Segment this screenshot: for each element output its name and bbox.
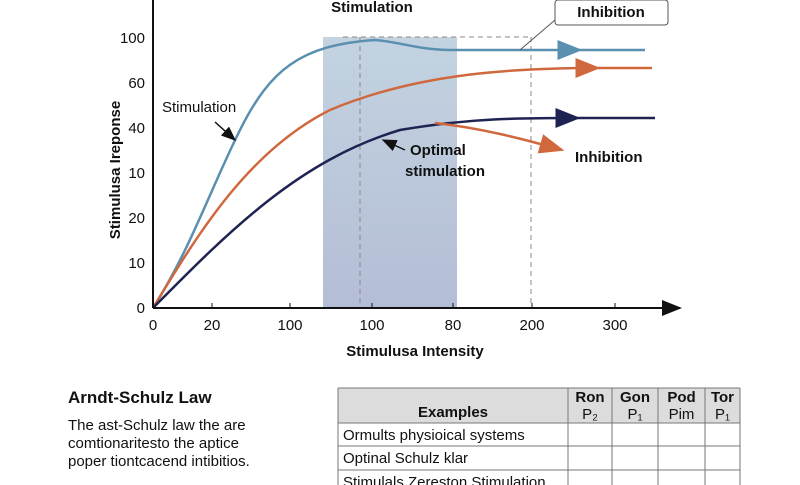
x-tick-label: 100 <box>277 317 302 334</box>
header-cell: Pim <box>669 406 695 423</box>
header-cell: Ron <box>575 389 604 406</box>
annotation: Stimulation <box>162 99 236 116</box>
x-tick-label: 80 <box>445 317 462 334</box>
table-header-bg <box>338 388 740 423</box>
callout-box <box>554 0 669 26</box>
paragraph-line: poper tiontcacend intibitios. <box>68 453 250 470</box>
annotation-arrow <box>214 121 237 142</box>
header-cell: P₂ <box>582 406 598 423</box>
y-tick-label: 20 <box>128 210 145 227</box>
paragraph-line: comtionaritesto the aptice <box>68 435 239 452</box>
callout-pointer <box>519 19 556 51</box>
x-tick-label: 100 <box>359 317 384 334</box>
table-cell: Optinal Schulz klar <box>343 450 468 467</box>
y-tick-label: 10 <box>128 165 145 182</box>
y-tick-label: 0 <box>137 300 145 317</box>
x-tick-label: 0 <box>149 317 157 334</box>
header-cell: P₁ <box>627 406 642 423</box>
guides <box>343 36 532 308</box>
title: Stimulation <box>331 0 413 16</box>
header-cell: Tor <box>711 389 734 406</box>
y-tick-label: 60 <box>128 75 145 92</box>
axes <box>152 0 682 316</box>
x-tick-label: 200 <box>519 317 544 334</box>
optimal-zone <box>323 37 457 308</box>
y-axis-label: Stimulusa Ireponse <box>107 101 124 239</box>
y-tick-label: 40 <box>128 120 145 137</box>
table-cell: Stimulals Zereston Stimulation <box>343 474 546 485</box>
heading: Arndt-Schulz Law <box>68 388 212 407</box>
annotation: Optimal <box>410 142 466 159</box>
y-tick-label: 100 <box>120 30 145 47</box>
header-cell: Gon <box>620 389 650 406</box>
header-cell: Pod <box>667 389 695 406</box>
curves <box>151 38 655 309</box>
header-cell: P₁ <box>715 406 730 423</box>
header-cell: Examples <box>418 404 488 421</box>
table-cell: Ormults physioical systems <box>343 427 525 444</box>
annotation-arrow <box>381 139 406 152</box>
x-axis-label: Stimulusa Intensity <box>346 343 484 360</box>
y-tick-label: 10 <box>128 255 145 272</box>
annotation: Inhibition <box>575 149 642 166</box>
paragraph-line: The ast-Schulz law the are <box>68 417 246 434</box>
x-tick-label: 300 <box>602 317 627 334</box>
callout: Inhibition <box>577 4 644 21</box>
x-tick-label: 20 <box>204 317 221 334</box>
annotation: stimulation <box>405 163 485 180</box>
